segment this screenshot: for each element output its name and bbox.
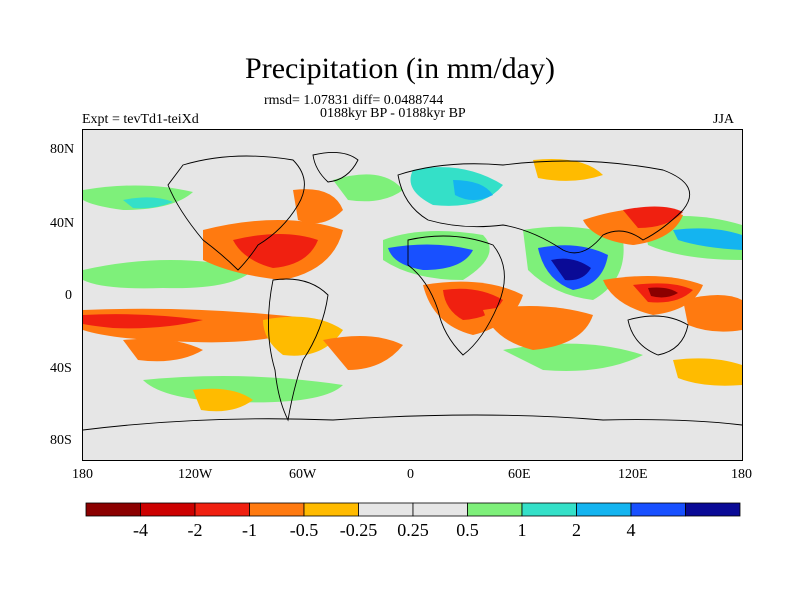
anomaly-blob <box>293 189 343 224</box>
anomaly-blob <box>333 174 403 202</box>
colorbar-label: 4 <box>627 520 636 540</box>
period-line: 0188kyr BP - 0188kyr BP <box>320 106 466 121</box>
coastline-greenland <box>312 151 359 183</box>
colorbar-swatch <box>85 502 141 517</box>
anomaly-blob <box>648 287 678 298</box>
colorbar-swatch <box>685 502 741 517</box>
anomaly-blob <box>233 234 318 268</box>
coastline-south-america <box>268 278 329 422</box>
anomaly-blob <box>388 244 473 270</box>
colorbar-swatch <box>412 502 468 517</box>
colorbar-swatch <box>140 502 196 517</box>
colorbar-label: 1 <box>518 520 527 540</box>
coastline-australia <box>627 315 689 356</box>
colorbar-swatch <box>576 502 632 517</box>
lon-label: 120W <box>178 467 213 482</box>
colorbar-label: 0.25 <box>397 520 429 540</box>
anomaly-blob <box>323 336 403 370</box>
lat-label: 0 <box>65 288 72 303</box>
anomaly-blob <box>683 295 742 332</box>
season-label: JJA <box>713 112 735 127</box>
lat-label: 40S <box>50 361 72 376</box>
anomaly-blob <box>193 388 253 412</box>
anomaly-blob <box>551 258 591 281</box>
lon-label: 0 <box>407 467 414 482</box>
coastline-north-america <box>167 155 305 271</box>
colorbar-swatch <box>358 502 414 517</box>
colorbar-label: -4 <box>133 520 148 540</box>
coastline-europe-asia <box>397 160 691 254</box>
colorbar-swatch <box>467 502 523 517</box>
lat-label: 40N <box>50 216 75 231</box>
anomaly-blob <box>673 358 742 386</box>
colorbar: -4 -2 -1 -0.5 -0.25 0.25 0.5 1 2 4 <box>85 502 741 540</box>
colorbar-swatch <box>303 502 359 517</box>
colorbar-swatch <box>521 502 577 517</box>
anomaly-blob <box>263 316 343 356</box>
anomaly-blob <box>483 306 593 350</box>
anomaly-blob <box>83 260 253 289</box>
precip-map <box>82 129 743 461</box>
lat-label: 80N <box>50 142 75 157</box>
lon-label: 60E <box>508 467 531 482</box>
colorbar-label: 2 <box>572 520 581 540</box>
stats-line: rmsd= 1.07831 diff= 0.0488744 <box>264 93 444 108</box>
anomaly-blob <box>673 228 742 250</box>
anomaly-blob <box>123 338 203 362</box>
colorbar-label: -2 <box>188 520 203 540</box>
colorbar-swatch <box>630 502 686 517</box>
colorbar-label: -1 <box>242 520 257 540</box>
lon-label: 60W <box>289 467 317 482</box>
anomaly-blob <box>83 314 203 329</box>
lat-label: 80S <box>50 433 72 448</box>
lon-label: 180 <box>72 467 93 482</box>
anomaly-blob <box>533 159 603 181</box>
colorbar-label: -0.5 <box>290 520 319 540</box>
colorbar-swatch <box>194 502 250 517</box>
coastline <box>83 151 742 431</box>
coastline-antarctica <box>83 414 742 431</box>
lon-label: 120E <box>618 467 648 482</box>
anomaly-blob <box>623 206 683 228</box>
colorbar-swatch <box>249 502 305 517</box>
anomaly-blob <box>503 343 643 371</box>
experiment-label: Expt = tevTd1-teiXd <box>82 112 199 127</box>
anomaly-blob <box>123 197 173 209</box>
colorbar-label: 0.5 <box>456 520 479 540</box>
plot-title: Precipitation (in mm/day) <box>245 52 555 85</box>
coastline-africa <box>407 235 505 356</box>
lon-label: 180 <box>731 467 752 482</box>
colorbar-label: -0.25 <box>340 520 378 540</box>
anomaly-blob <box>453 180 493 200</box>
precip-anomaly-field <box>83 151 742 431</box>
